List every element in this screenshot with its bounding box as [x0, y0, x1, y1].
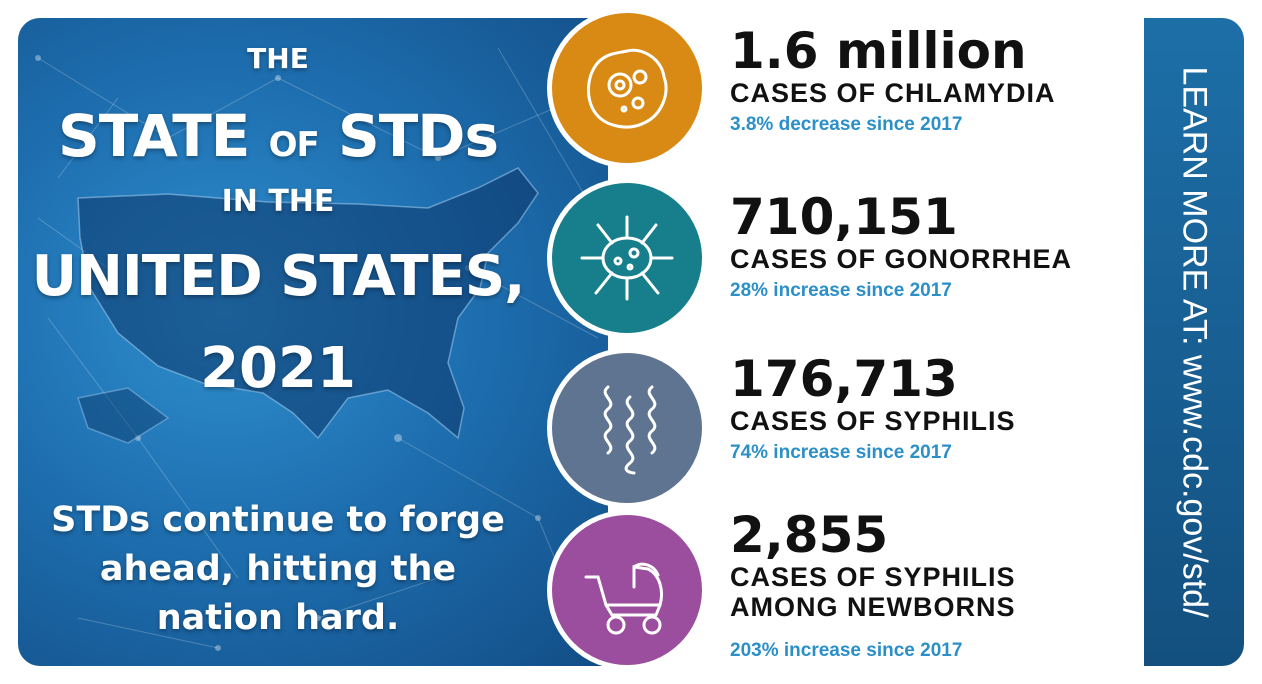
headline-year: 2021: [200, 336, 356, 401]
gonorrhea-circle: [547, 178, 707, 338]
network-background: [35, 47, 599, 651]
stat-syphilis: 176,713 CASES OF SYPHILIS 74% increase s…: [730, 350, 1016, 463]
stat-gonorrhea: 710,151 CASES OF GONORRHEA 28% increase …: [730, 188, 1073, 301]
newborn-syphilis-circle: [547, 510, 707, 670]
stat-chlamydia: 1.6 million CASES OF CHLAMYDIA 3.8% decr…: [730, 22, 1056, 135]
syphilis-circle: [547, 348, 707, 508]
learn-more-link[interactable]: LEARN MORE AT: www.cdc.gov/std/: [1175, 66, 1214, 618]
us-map-silhouette: [77, 167, 539, 440]
microbe-icon: [580, 215, 674, 301]
bacteria-cell-icon: [586, 48, 668, 129]
baby-stroller-icon: [584, 562, 663, 635]
chlamydia-circle: [547, 8, 707, 168]
stat-newborn-syphilis: 2,855 CASES OF SYPHILIS AMONG NEWBORNS 2…: [730, 506, 1016, 661]
learn-more-bar[interactable]: LEARN MORE AT: www.cdc.gov/std/: [1144, 18, 1244, 666]
spirochete-icon: [603, 385, 657, 475]
tagline: STDs continue to forge ahead, hitting th…: [51, 500, 505, 638]
headline-in-the: IN THE: [221, 184, 335, 219]
hero-panel: THE STATE OF STDs IN THE UNITED STATES, …: [18, 18, 608, 666]
headline-the: THE: [247, 42, 309, 75]
headline-state-of-stds: STATE OF STDs: [58, 102, 499, 170]
headline-united-states: UNITED STATES,: [31, 244, 526, 309]
